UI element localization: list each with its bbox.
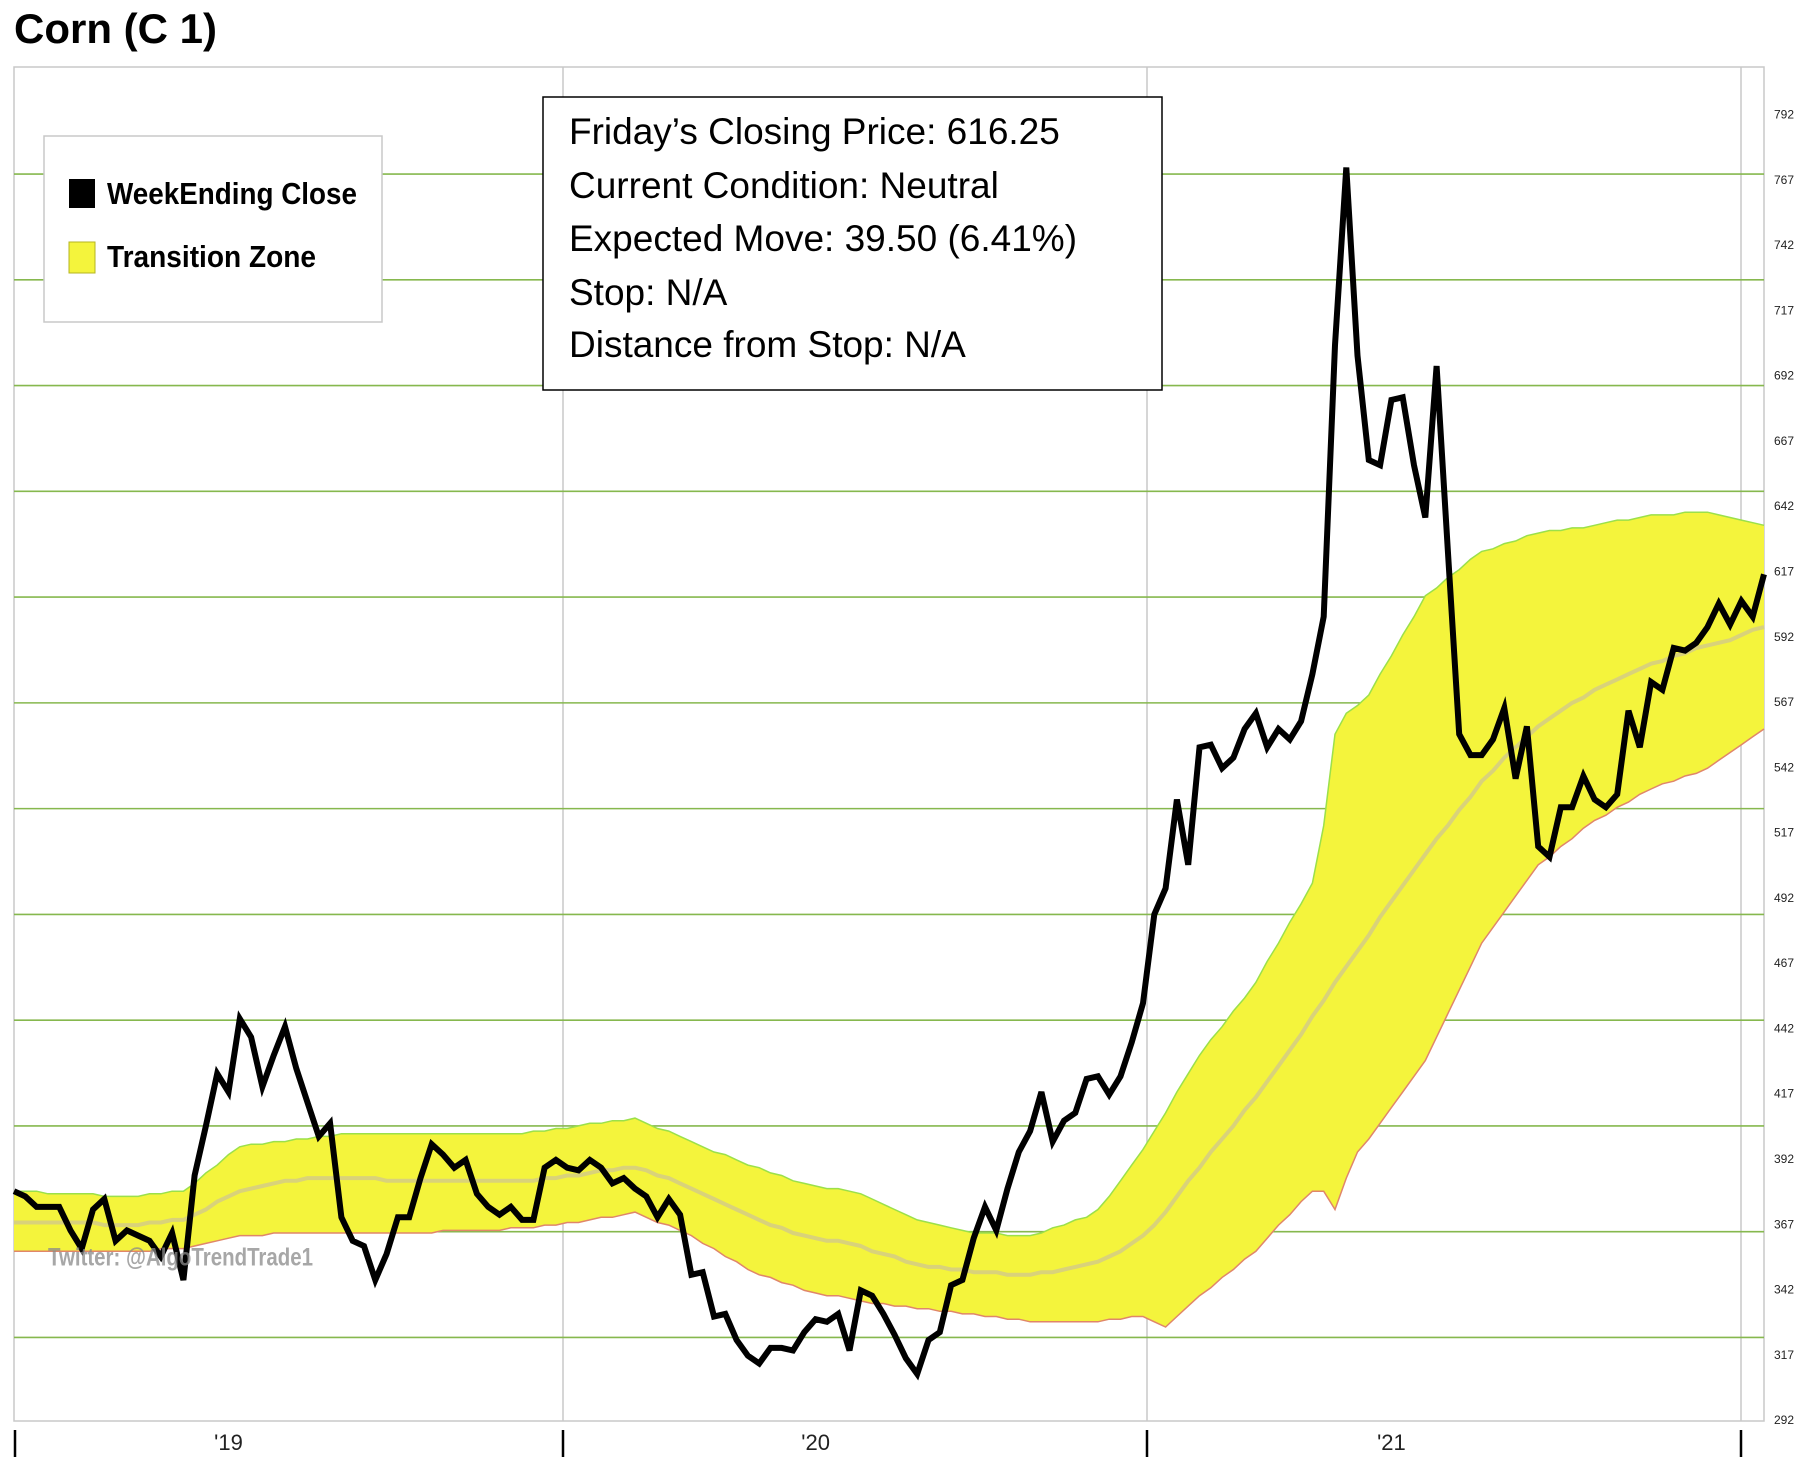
y-tick-label: 317 bbox=[1774, 1348, 1794, 1362]
legend-box bbox=[43, 135, 383, 323]
info-line: Friday’s Closing Price: 616.25 bbox=[569, 111, 1060, 152]
zone-upper-edge bbox=[14, 511, 1765, 1237]
info-line: Expected Move: 39.50 (6.41%) bbox=[569, 218, 1077, 259]
plot-frame bbox=[13, 66, 1765, 1422]
watermark: Twitter: @AlgoTrendTrade1 bbox=[48, 1244, 313, 1272]
close-line bbox=[12, 167, 1767, 1381]
y-tick-label: 742 bbox=[1774, 238, 1794, 252]
legend-swatch bbox=[68, 241, 96, 274]
chart-title: Corn (C 1) bbox=[14, 5, 217, 52]
legend: WeekEnding Close Transition Zone bbox=[43, 135, 383, 323]
y-tick-label: 442 bbox=[1774, 1021, 1794, 1035]
x-tick-label: '21 bbox=[1377, 1430, 1406, 1455]
y-tick-label: 792 bbox=[1774, 107, 1794, 121]
y-tick-label: 367 bbox=[1774, 1217, 1794, 1231]
y-tick-label: 292 bbox=[1774, 1413, 1794, 1427]
y-tick-label: 417 bbox=[1774, 1087, 1794, 1101]
legend-label: WeekEnding Close bbox=[107, 176, 357, 211]
info-box-frame bbox=[542, 96, 1163, 391]
x-axis-ticks bbox=[13, 1430, 1743, 1457]
y-tick-label: 392 bbox=[1774, 1152, 1794, 1166]
y-tick-label: 567 bbox=[1774, 695, 1794, 709]
info-line: Current Condition: Neutral bbox=[569, 165, 999, 206]
y-tick-label: 492 bbox=[1774, 891, 1794, 905]
y-tick-label: 467 bbox=[1774, 956, 1794, 970]
info-line: Distance from Stop: N/A bbox=[569, 324, 966, 365]
y-tick-label: 517 bbox=[1774, 826, 1794, 840]
y-tick-label: 692 bbox=[1774, 369, 1794, 383]
y-tick-label: 642 bbox=[1774, 499, 1794, 513]
y-tick-label: 342 bbox=[1774, 1283, 1794, 1297]
transition-zone bbox=[14, 512, 1764, 1327]
y-tick-label: 617 bbox=[1774, 564, 1794, 578]
y-tick-label: 717 bbox=[1774, 303, 1794, 317]
y-tick-label: 592 bbox=[1774, 630, 1794, 644]
legend-label: Transition Zone bbox=[107, 239, 316, 274]
x-tick-label: '19 bbox=[214, 1430, 243, 1455]
y-tick-label: 767 bbox=[1774, 173, 1794, 187]
zone-middle bbox=[14, 625, 1765, 1277]
y-tick-label: 667 bbox=[1774, 434, 1794, 448]
y-tick-label: 542 bbox=[1774, 760, 1794, 774]
info-box: Friday’s Closing Price: 616.25 Current C… bbox=[542, 96, 1163, 391]
info-line: Stop: N/A bbox=[569, 272, 728, 313]
x-tick-label: '20 bbox=[801, 1430, 830, 1455]
legend-swatch bbox=[69, 179, 95, 208]
zone-lower-edge bbox=[14, 728, 1765, 1328]
